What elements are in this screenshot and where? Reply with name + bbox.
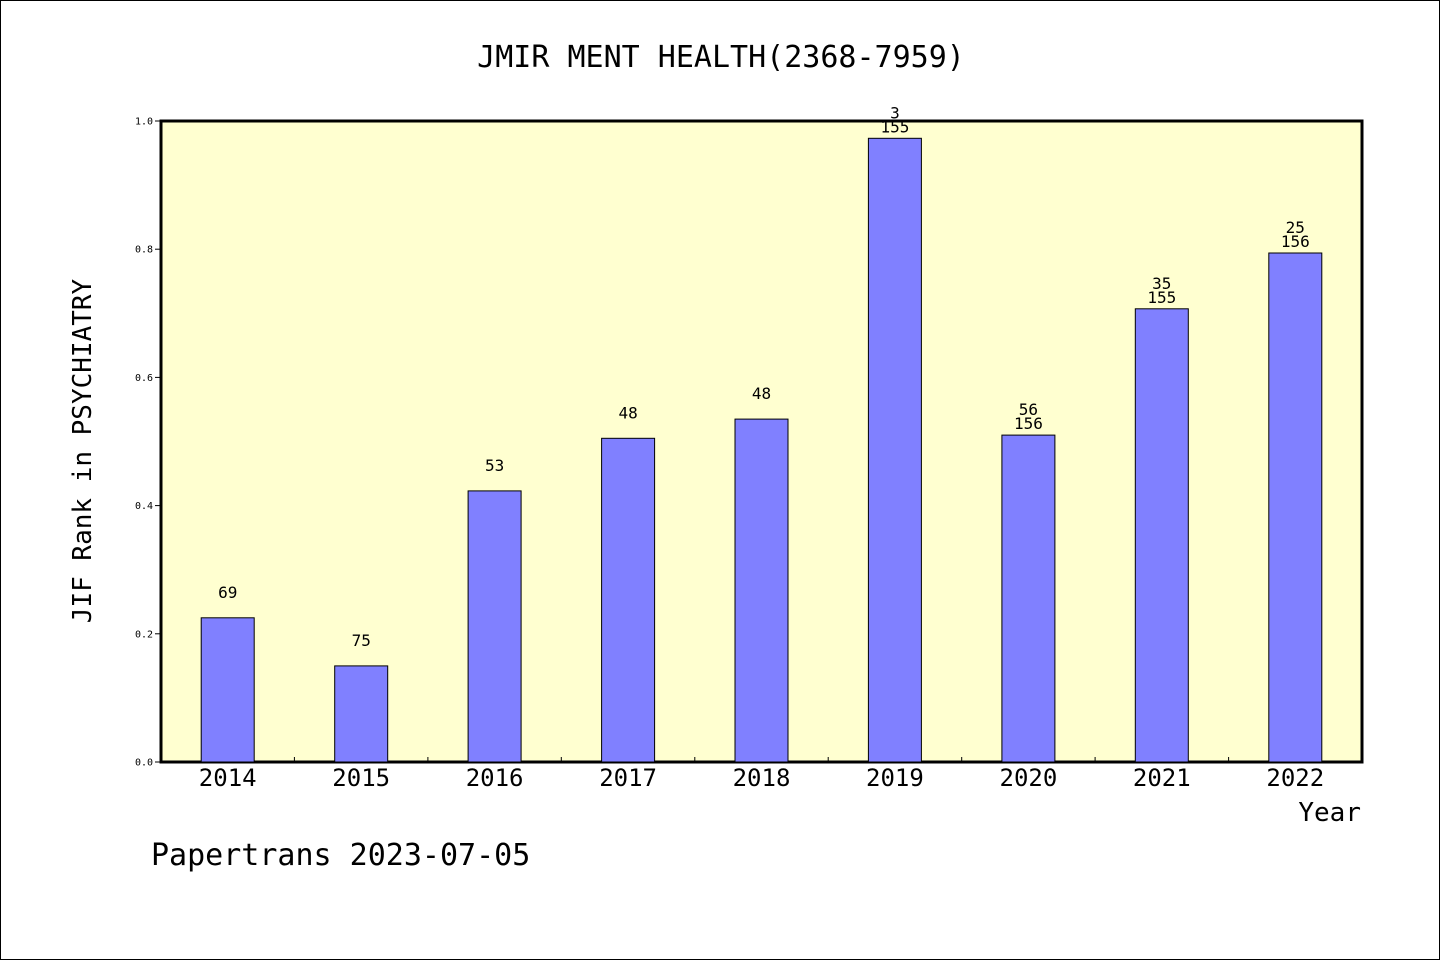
- y-tick-label-0.8: 0.8: [135, 245, 153, 256]
- bar-label-total-2021: 155: [1147, 288, 1176, 307]
- bar-2020: [1001, 434, 1056, 763]
- bar-2021: [1134, 308, 1189, 763]
- bar-label-2015: 75: [352, 631, 371, 650]
- bars-layer: [200, 137, 1323, 763]
- bar-2014: [200, 617, 255, 763]
- footer-text: Papertrans 2023-07-05: [151, 838, 530, 873]
- x-tick-label-2017: 2017: [599, 764, 657, 792]
- x-axis: 2014 2015 2016 2017 2018 2019 2020 2021 2022: [199, 757, 1324, 792]
- x-tick-label-2015: 2015: [332, 764, 390, 792]
- x-tick-label-2021: 2021: [1133, 764, 1191, 792]
- bar-2022: [1268, 252, 1323, 763]
- x-axis-label: Year: [1298, 798, 1361, 828]
- bar-label-rank-2020: 56: [1019, 400, 1038, 419]
- bar-2015: [334, 665, 389, 763]
- x-tick-label-2018: 2018: [733, 764, 791, 792]
- y-axis: 0.0 0.2 0.4 0.6 0.8 1.0: [135, 117, 161, 769]
- x-tick-label-2016: 2016: [466, 764, 524, 792]
- x-tick-label-2014: 2014: [199, 764, 257, 792]
- bar-label-rank-2019: 3: [890, 103, 900, 122]
- bar-2016: [467, 490, 522, 763]
- bar-label-rank-2021: 35: [1152, 274, 1171, 293]
- bar-label-total-2022: 156: [1281, 232, 1310, 251]
- y-tick-label-1.0: 1.0: [135, 117, 153, 128]
- bar-2017: [601, 437, 656, 763]
- y-tick-label-0.2: 0.2: [135, 629, 153, 640]
- y-tick-label-0.6: 0.6: [135, 373, 153, 384]
- x-tick-label-2019: 2019: [866, 764, 924, 792]
- bar-label-2016: 53: [485, 456, 504, 475]
- chart-title: JMIR MENT HEALTH(2368-7959): [477, 40, 965, 75]
- bar-label-rank-2022: 25: [1286, 218, 1305, 237]
- y-tick-label-0.4: 0.4: [135, 501, 153, 512]
- bar-2018: [734, 418, 789, 763]
- bar-label-2018: 48: [752, 384, 771, 403]
- x-tick-label-2022: 2022: [1266, 764, 1324, 792]
- y-tick-label-0.0: 0.0: [135, 758, 153, 769]
- bar-label-2017: 48: [618, 403, 637, 422]
- bar-label-total-2019: 155: [880, 117, 909, 136]
- bar-label-2014: 69: [218, 583, 237, 602]
- x-tick-label-2020: 2020: [1000, 764, 1058, 792]
- y-axis-label: JIF Rank in PSYCHIATRY: [68, 278, 98, 623]
- bar-label-total-2020: 156: [1014, 414, 1043, 433]
- bar-2019: [867, 137, 922, 763]
